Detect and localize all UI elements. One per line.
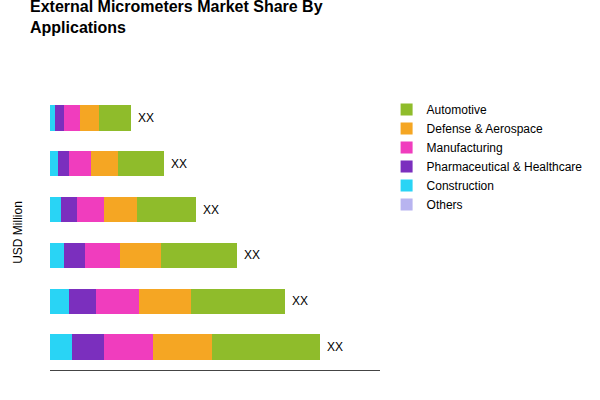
svg-text:External Micrometers Market Sh: External Micrometers Market Share ByAppl… <box>30 0 323 36</box>
svg-text:XX: XX <box>327 340 343 354</box>
svg-text:XX: XX <box>203 203 219 217</box>
svg-text:Pharmaceutical & Healthcare: Pharmaceutical & Healthcare <box>427 160 583 174</box>
svg-text:Automotive: Automotive <box>427 103 487 117</box>
svg-text:USD Million: USD Million <box>11 201 25 264</box>
svg-text:Defense & Aerospace: Defense & Aerospace <box>427 122 543 136</box>
svg-text:XX: XX <box>244 248 260 262</box>
svg-text:Manufacturing: Manufacturing <box>427 141 503 155</box>
svg-text:XX: XX <box>138 111 154 125</box>
svg-text:XX: XX <box>292 294 308 308</box>
svg-text:Construction: Construction <box>427 179 494 193</box>
svg-text:Others: Others <box>427 198 463 212</box>
svg-text:XX: XX <box>171 157 187 171</box>
